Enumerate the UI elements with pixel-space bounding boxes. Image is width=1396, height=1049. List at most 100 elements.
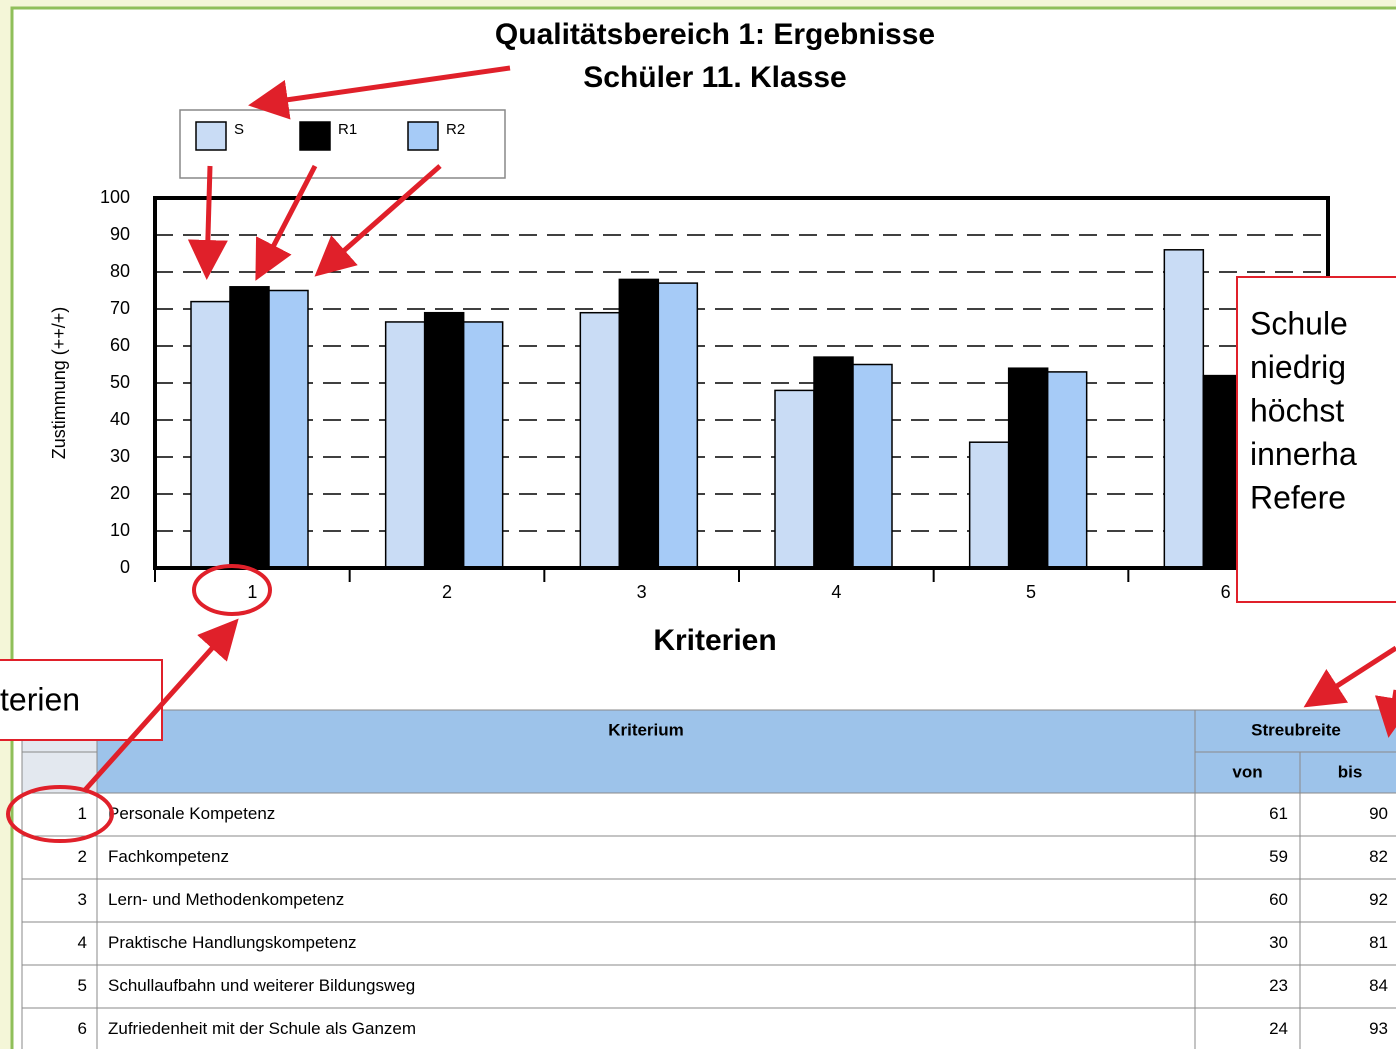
- row-number: 3: [78, 890, 87, 909]
- bar: [774, 389, 815, 569]
- label-text: terien: [0, 681, 80, 717]
- bar: [1163, 249, 1205, 569]
- row-bis: 93: [1369, 1019, 1388, 1038]
- label-box: [0, 659, 163, 741]
- row-bis: 84: [1369, 976, 1388, 995]
- table-row: [21, 1007, 1396, 1049]
- table-row: [21, 964, 1396, 1009]
- bar: [813, 356, 854, 569]
- row-bis: 90: [1369, 804, 1388, 823]
- row-name: Fachkompetenz: [108, 847, 229, 866]
- bar: [423, 311, 465, 569]
- legend-label: R1: [338, 121, 357, 138]
- bar: [618, 278, 660, 569]
- row-von: 24: [1269, 1019, 1288, 1038]
- callout-text: Refere: [1250, 479, 1346, 515]
- bar: [579, 311, 621, 569]
- row-von: 60: [1269, 890, 1288, 909]
- row-number: 2: [78, 847, 87, 866]
- row-von: 23: [1269, 976, 1288, 995]
- y-tick-label: 70: [110, 298, 130, 318]
- row-name: Lern- und Methodenkompetenz: [108, 890, 344, 909]
- legend-label: S: [234, 121, 244, 138]
- x-tick-label: 1: [247, 582, 257, 602]
- row-number: 4: [78, 933, 87, 952]
- legend-swatch: [407, 121, 439, 151]
- arrow: [248, 65, 511, 120]
- x-tick-label: 3: [637, 582, 647, 602]
- arrow: [83, 618, 239, 792]
- row-number: 6: [78, 1019, 87, 1038]
- chart-title: Qualitätsbereich 1: Ergebnisse: [495, 18, 935, 51]
- bar: [968, 441, 1010, 569]
- bar: [657, 282, 699, 569]
- table-row: [21, 921, 1396, 966]
- y-tick-label: 100: [100, 187, 130, 207]
- header-streubreite: Streubreite: [1251, 720, 1341, 739]
- x-tick-label: 6: [1221, 582, 1231, 602]
- y-tick-label: 80: [110, 261, 130, 281]
- row-name: Schullaufbahn und weiterer Bildungsweg: [108, 976, 415, 995]
- arrow: [187, 165, 228, 280]
- callout-text: höchst: [1250, 392, 1344, 428]
- callout-box: [1236, 276, 1396, 603]
- arrow: [255, 164, 318, 281]
- row-von: 59: [1269, 847, 1288, 866]
- table: 1 Personale Kompetenz 61 902 Fachkompetenz 59…: [21, 709, 1396, 1049]
- row-name: Zufriedenheit mit der Schule als Ganzem: [108, 1019, 416, 1038]
- bar: [852, 363, 893, 569]
- row-number: 1: [78, 804, 87, 823]
- row-bis: 81: [1369, 933, 1388, 952]
- bar: [229, 286, 270, 569]
- x-tick-label: 2: [442, 582, 452, 602]
- x-tick-label: 4: [831, 582, 841, 602]
- row-name: Personale Kompetenz: [108, 804, 275, 823]
- callout-text: Schule: [1250, 305, 1348, 341]
- y-tick-label: 20: [110, 483, 130, 503]
- callout-text: niedrig: [1250, 349, 1346, 385]
- row-bis: 92: [1369, 890, 1388, 909]
- header-von: von: [1232, 762, 1262, 781]
- bar: [384, 321, 426, 569]
- bar: [1046, 371, 1088, 569]
- table-header: [97, 710, 1396, 793]
- table-row: [21, 878, 1396, 923]
- legend-swatch: [299, 121, 331, 151]
- bar: [190, 300, 231, 569]
- row-bis: 82: [1369, 847, 1388, 866]
- legend-box: [179, 109, 506, 179]
- callout-text: innerha: [1250, 436, 1357, 472]
- x-tick-label: 5: [1026, 582, 1036, 602]
- arrow: [1374, 689, 1396, 738]
- y-tick-label: 10: [110, 520, 130, 540]
- annotations: Schule niedrig höchst innerha Refere terien: [0, 65, 1396, 843]
- row-von: 61: [1269, 804, 1288, 823]
- arrow: [314, 164, 442, 277]
- highlight-circle: [192, 564, 272, 616]
- x-axis-label: Kriterien: [653, 624, 776, 657]
- bar: [1007, 367, 1049, 569]
- y-tick-label: 60: [110, 335, 130, 355]
- y-tick-label: 40: [110, 409, 130, 429]
- y-tick-label: 0: [120, 557, 130, 577]
- header-kriterium: Kriterium: [608, 720, 684, 739]
- row-number: 5: [78, 976, 87, 995]
- highlight-circle: [6, 785, 114, 843]
- y-tick-label: 50: [110, 372, 130, 392]
- row-name: Praktische Handlungskompetenz: [108, 933, 357, 952]
- y-tick-label: 90: [110, 224, 130, 244]
- chart-subtitle: Schüler 11. Klasse: [583, 61, 847, 94]
- legend-label: R2: [446, 121, 465, 138]
- row-von: 30: [1269, 933, 1288, 952]
- arrow: [1303, 645, 1396, 708]
- y-tick-label: 30: [110, 446, 130, 466]
- bar: [268, 289, 309, 569]
- bar: [462, 321, 504, 569]
- y-axis-label: Zustimmung (++/+): [49, 307, 69, 460]
- table-row: [21, 835, 1396, 880]
- plot: 0 10 20 30 40 50 60 70 80 90 100 1 2 3 4 5 6 S R1 R2: [100, 121, 1330, 602]
- header-bis: bis: [1338, 762, 1363, 781]
- legend-swatch: [195, 121, 227, 151]
